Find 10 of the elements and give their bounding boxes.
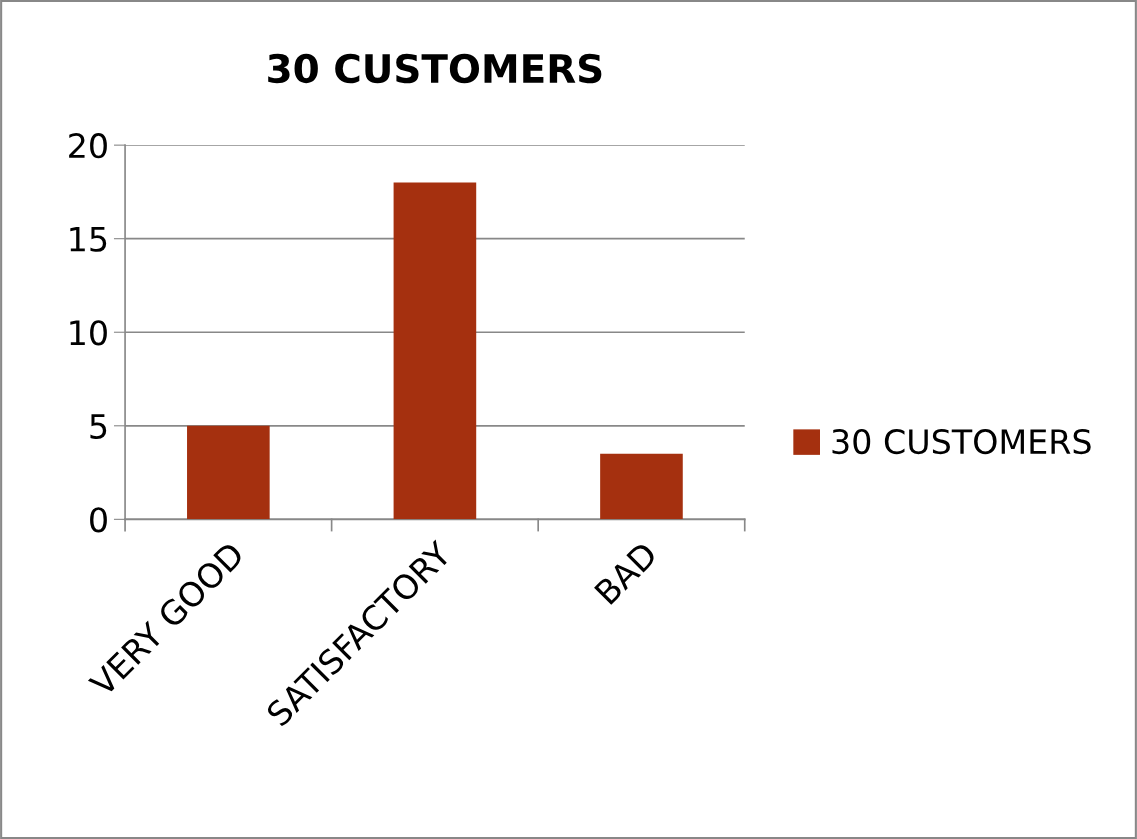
chart-title: 30 CUSTOMERS <box>268 53 602 84</box>
legend-label: 30 CUSTOMERS <box>832 428 1091 455</box>
y-tick-label: 10 <box>70 320 107 346</box>
y-tick-label: 15 <box>70 227 107 252</box>
y-tick-label: 5 <box>90 414 107 439</box>
bar <box>600 453 683 520</box>
bar <box>187 425 270 520</box>
y-tick-label: 20 <box>69 133 107 159</box>
bar <box>393 182 477 520</box>
y-tick-label: 0 <box>90 507 107 533</box>
